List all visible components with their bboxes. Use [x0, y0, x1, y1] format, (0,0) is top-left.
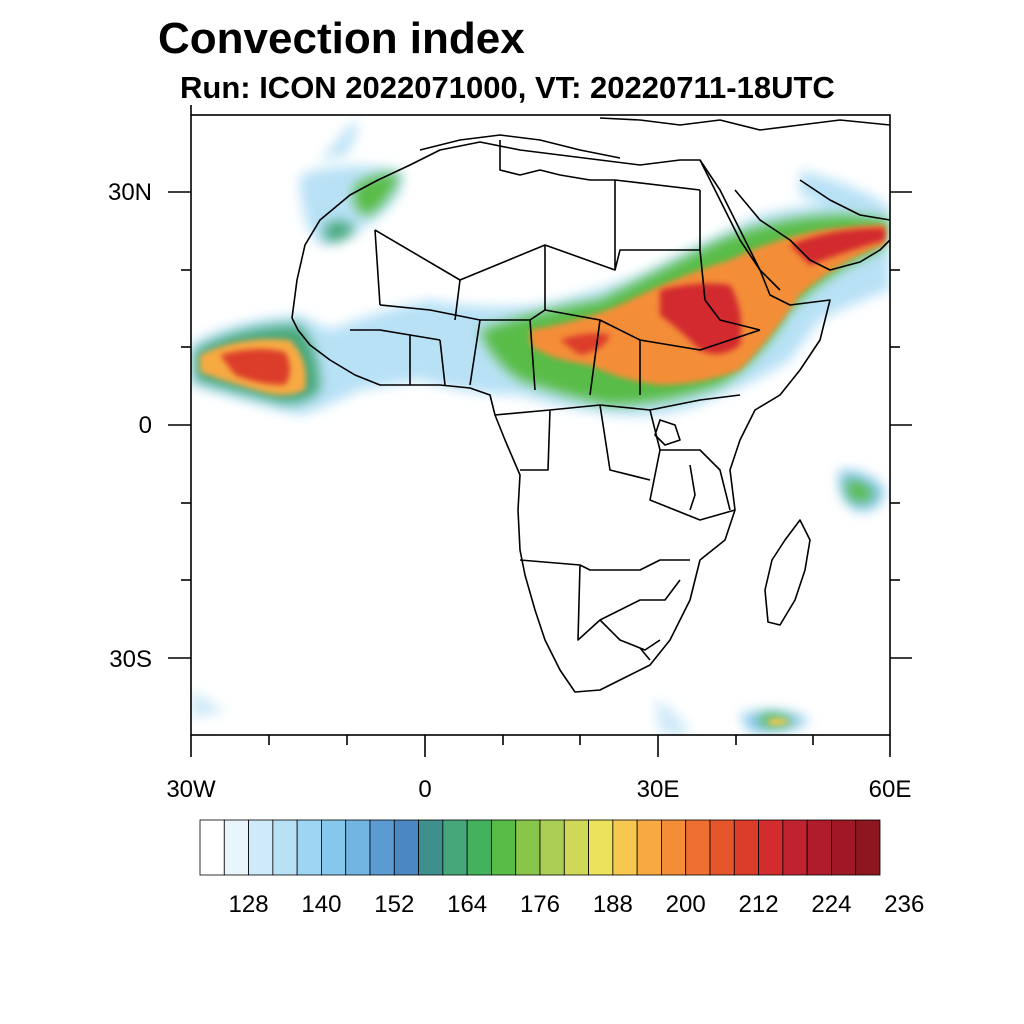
- plot-frame: [190, 114, 891, 736]
- mediterranean-coast: [419, 117, 890, 159]
- colorbar-label: 224: [811, 891, 851, 918]
- axis-ticks: [168, 105, 912, 757]
- colorbar-box: [199, 819, 225, 876]
- colorbar-label: 152: [374, 891, 414, 918]
- inner-borders-north: [374, 140, 706, 321]
- colorbar-label: 140: [301, 891, 341, 918]
- lat-label-0: 0: [139, 412, 152, 439]
- convection-light-band: [191, 118, 890, 735]
- lat-label-30n: 30N: [108, 179, 152, 206]
- convection-field: [191, 118, 890, 735]
- country-borders: [291, 117, 890, 693]
- colorbar-box: [466, 819, 492, 876]
- persian-gulf-coast: [799, 179, 890, 221]
- inner-borders-sahel: [350, 299, 761, 396]
- colorbar-box: [855, 819, 881, 876]
- colorbar-box: [612, 819, 638, 876]
- lon-label-60e: 60E: [869, 776, 912, 803]
- colorbar-box: [806, 819, 832, 876]
- colorbar-label: 176: [520, 891, 560, 918]
- colorbar-box: [831, 819, 857, 876]
- chart-subtitle: Run: ICON 2022071000, VT: 20220711-18UTC: [180, 70, 835, 105]
- inner-borders-central: [494, 394, 741, 521]
- colorbar-box: [563, 819, 589, 876]
- colorbar-label: 212: [739, 891, 779, 918]
- lat-label-30s: 30S: [109, 646, 152, 673]
- east-african-lakes: [654, 419, 696, 511]
- colorbar-box: [442, 819, 468, 876]
- colorbar-box: [321, 819, 347, 876]
- convection-warm-core: [200, 225, 885, 726]
- colorbar-label: 200: [666, 891, 706, 918]
- colorbar-box: [272, 819, 298, 876]
- colorbar-box: [345, 819, 371, 876]
- inner-borders-south: [519, 559, 690, 661]
- lon-label-30e: 30E: [637, 776, 680, 803]
- red-sea-coast: [699, 159, 781, 291]
- colorbar-box: [515, 819, 541, 876]
- colorbar-box: [758, 819, 784, 876]
- africa-coastline: [291, 141, 831, 693]
- colorbar-box: [393, 819, 419, 876]
- colorbar-box: [418, 819, 444, 876]
- colorbar-box: [248, 819, 274, 876]
- colorbar-box: [636, 819, 662, 876]
- colorbar-box: [296, 819, 322, 876]
- colorbar-box: [369, 819, 395, 876]
- lon-label-30w: 30W: [166, 776, 216, 803]
- colorbar-label: 164: [447, 891, 487, 918]
- arabian-peninsula-coast: [734, 189, 890, 271]
- madagascar: [764, 519, 811, 626]
- colorbar-box: [685, 819, 711, 876]
- colorbar-box: [491, 819, 517, 876]
- colorbar-box: [588, 819, 614, 876]
- chart-title: Convection index: [158, 14, 525, 63]
- colorbar: [199, 819, 881, 876]
- colorbar-label: 188: [593, 891, 633, 918]
- colorbar-label: 128: [229, 891, 269, 918]
- colorbar-box: [223, 819, 249, 876]
- colorbar-box: [733, 819, 759, 876]
- colorbar-labels: 128 140 152 164 176 188 200 212 224 236: [229, 891, 925, 918]
- colorbar-box: [661, 819, 687, 876]
- colorbar-box: [539, 819, 565, 876]
- colorbar-label: 236: [884, 891, 924, 918]
- colorbar-box: [782, 819, 808, 876]
- colorbar-box: [709, 819, 735, 876]
- lon-label-0: 0: [418, 776, 431, 803]
